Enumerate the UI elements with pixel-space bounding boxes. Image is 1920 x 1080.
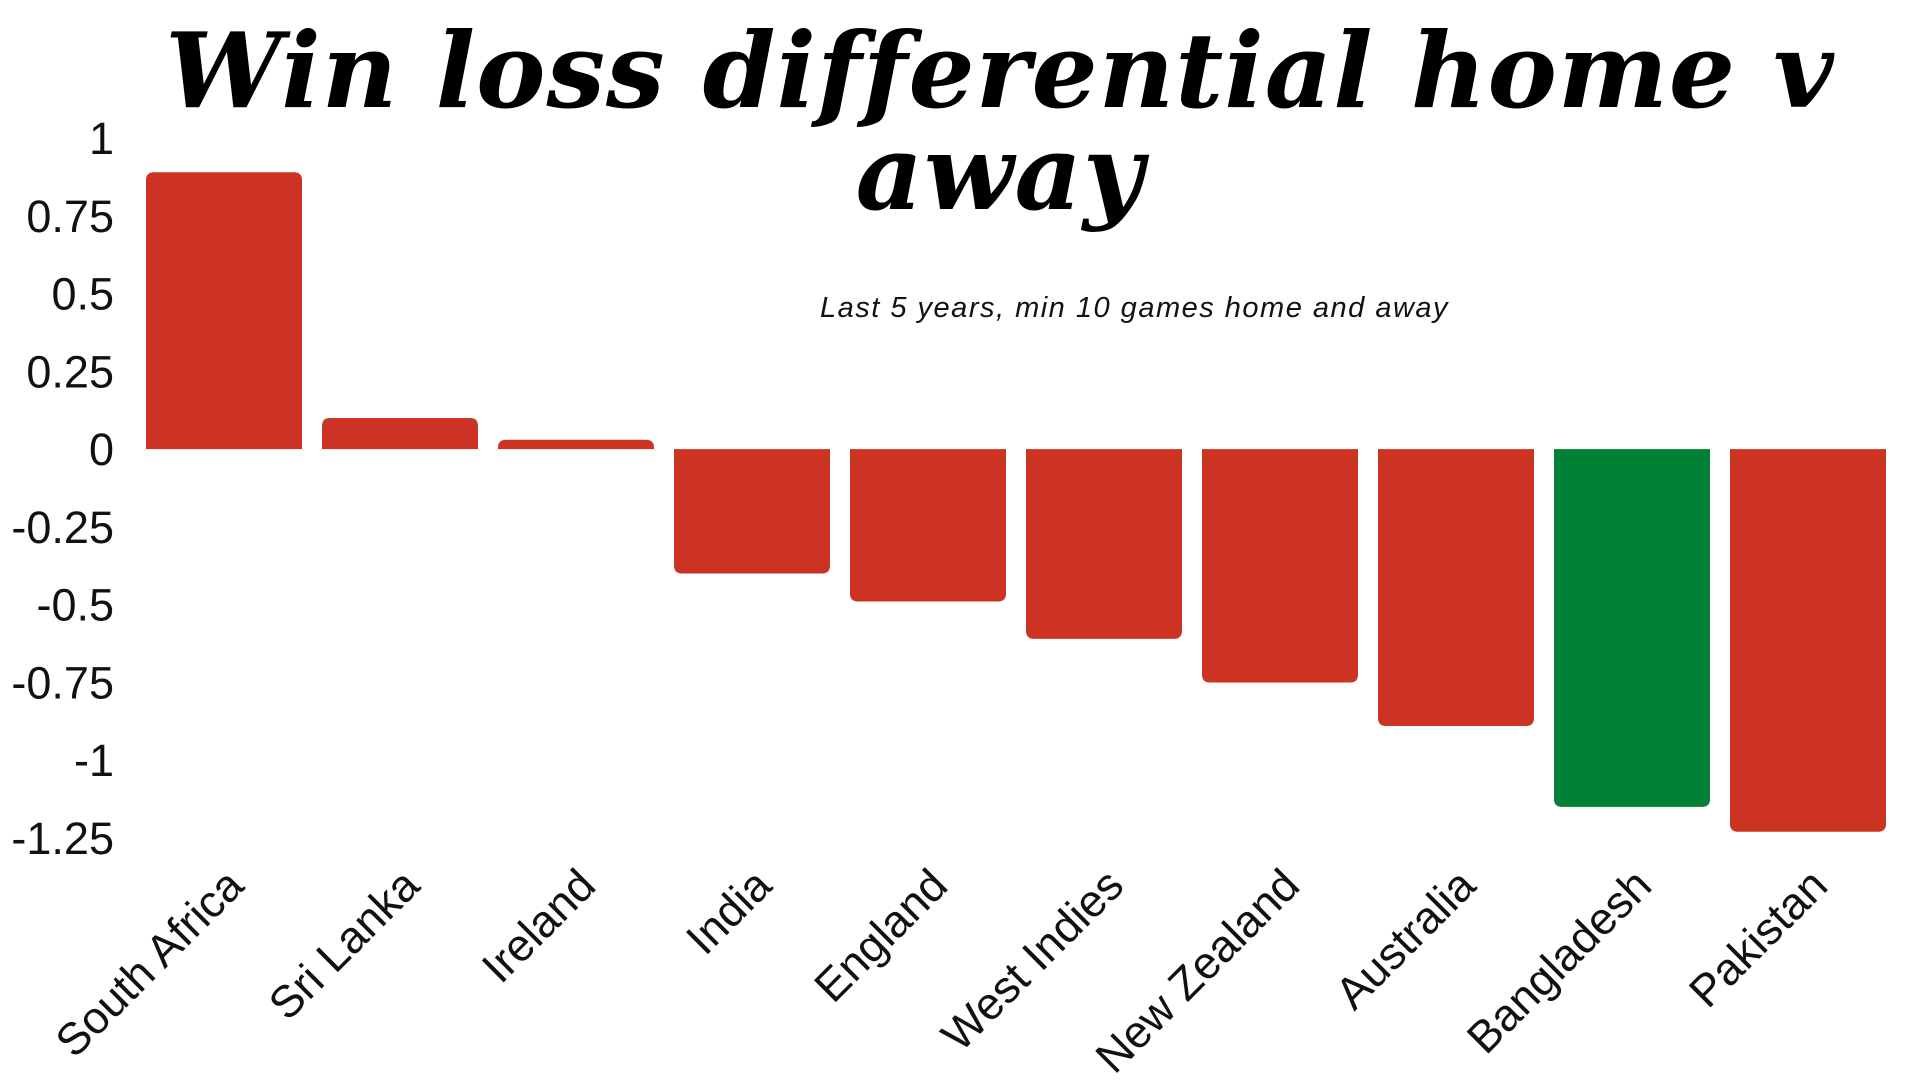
bar-sri-lanka [322, 418, 478, 450]
bars [146, 172, 1886, 832]
bar-india [674, 449, 830, 574]
x-axis: South Africa Sri Lanka Ireland India England… [45, 858, 1837, 1080]
x-category-label: Sri Lanka [259, 858, 430, 1029]
x-category-label: Australia [1325, 858, 1486, 1019]
x-category-label: Pakistan [1679, 859, 1837, 1017]
y-tick-label: 1 [89, 113, 114, 164]
y-tick-label: -1.25 [11, 813, 114, 864]
bar-south-africa [146, 172, 302, 450]
chart-subtitle: Last 5 years, min 10 games home and away [820, 292, 1450, 324]
x-category-label: Bangladesh [1457, 859, 1661, 1063]
y-tick-label: -0.75 [11, 657, 114, 708]
bar-bangladesh [1554, 449, 1710, 807]
x-category-label: England [804, 859, 957, 1012]
x-category-label: Ireland [472, 859, 605, 992]
bar-ireland [498, 439, 654, 450]
bar-pakistan [1730, 449, 1886, 832]
y-tick-label: -1 [74, 735, 114, 786]
x-category-label: South Africa [45, 858, 253, 1066]
bar-new-zealand [1202, 449, 1358, 683]
chart-title: Win loss differential home v away [165, 9, 1835, 234]
y-tick-label: -0.5 [36, 580, 114, 631]
bar-england [850, 449, 1006, 602]
y-tick-label: 0.5 [51, 269, 114, 320]
y-axis: 1 0.75 0.5 0.25 0 -0.25 -0.5 -0.75 -1 -1.25 [11, 113, 114, 864]
y-tick-label: 0.75 [26, 191, 114, 242]
bar-australia [1378, 449, 1534, 726]
y-tick-label: 0 [89, 424, 114, 475]
y-tick-label: -0.25 [11, 502, 114, 553]
bar-west-indies [1026, 449, 1182, 639]
y-tick-label: 0.25 [26, 346, 114, 397]
x-category-label: India [676, 858, 782, 964]
